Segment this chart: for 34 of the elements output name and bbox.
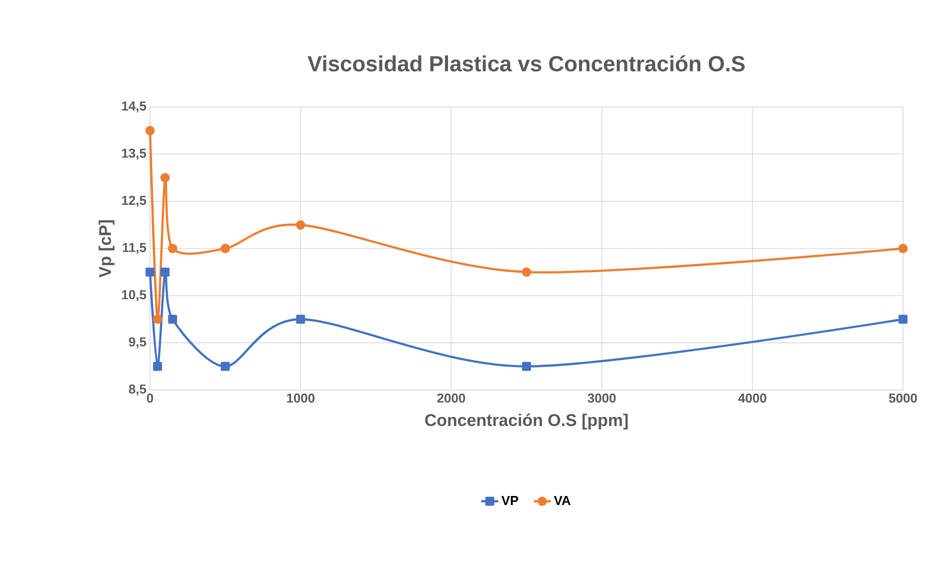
- point: [146, 268, 154, 277]
- legend-label: VA: [554, 496, 571, 505]
- point: [296, 220, 306, 230]
- point: [168, 244, 178, 254]
- point: [522, 362, 531, 371]
- y-tick-label: 11,5: [122, 243, 146, 254]
- point: [296, 314, 306, 324]
- x-tick-label: 3000: [588, 394, 616, 403]
- point: [145, 126, 155, 136]
- y-tick-label: 14,5: [122, 102, 146, 112]
- x-tick-label: 0: [146, 394, 154, 403]
- legend-label: VP: [501, 496, 518, 505]
- point: [220, 362, 230, 371]
- point: [168, 314, 178, 324]
- y-tick-label: 9,5: [128, 337, 146, 348]
- point: [898, 314, 908, 324]
- y-tick-label: 10,5: [122, 290, 146, 302]
- point: [898, 244, 908, 254]
- chart-title: Viscosidad Plastica vs Concentración O.S: [308, 55, 745, 72]
- y-tick-label: 12,5: [122, 196, 146, 207]
- point: [152, 314, 162, 324]
- x-tick-label: 4000: [738, 394, 766, 403]
- x-tick-label: 2000: [437, 394, 466, 403]
- point: [160, 268, 170, 277]
- x-tick-label: 1000: [287, 394, 314, 403]
- point: [153, 362, 162, 371]
- y-axis-title: Vp [cP]: [98, 220, 114, 278]
- y-tick-label: 13,5: [122, 148, 146, 160]
- point: [220, 244, 230, 254]
- point: [160, 173, 170, 182]
- y-tick-label: 8,5: [128, 384, 146, 396]
- x-axis-title: Concentración O.S [ppm]: [425, 414, 628, 430]
- x-tick-label: 5000: [889, 394, 917, 403]
- point: [522, 267, 532, 277]
